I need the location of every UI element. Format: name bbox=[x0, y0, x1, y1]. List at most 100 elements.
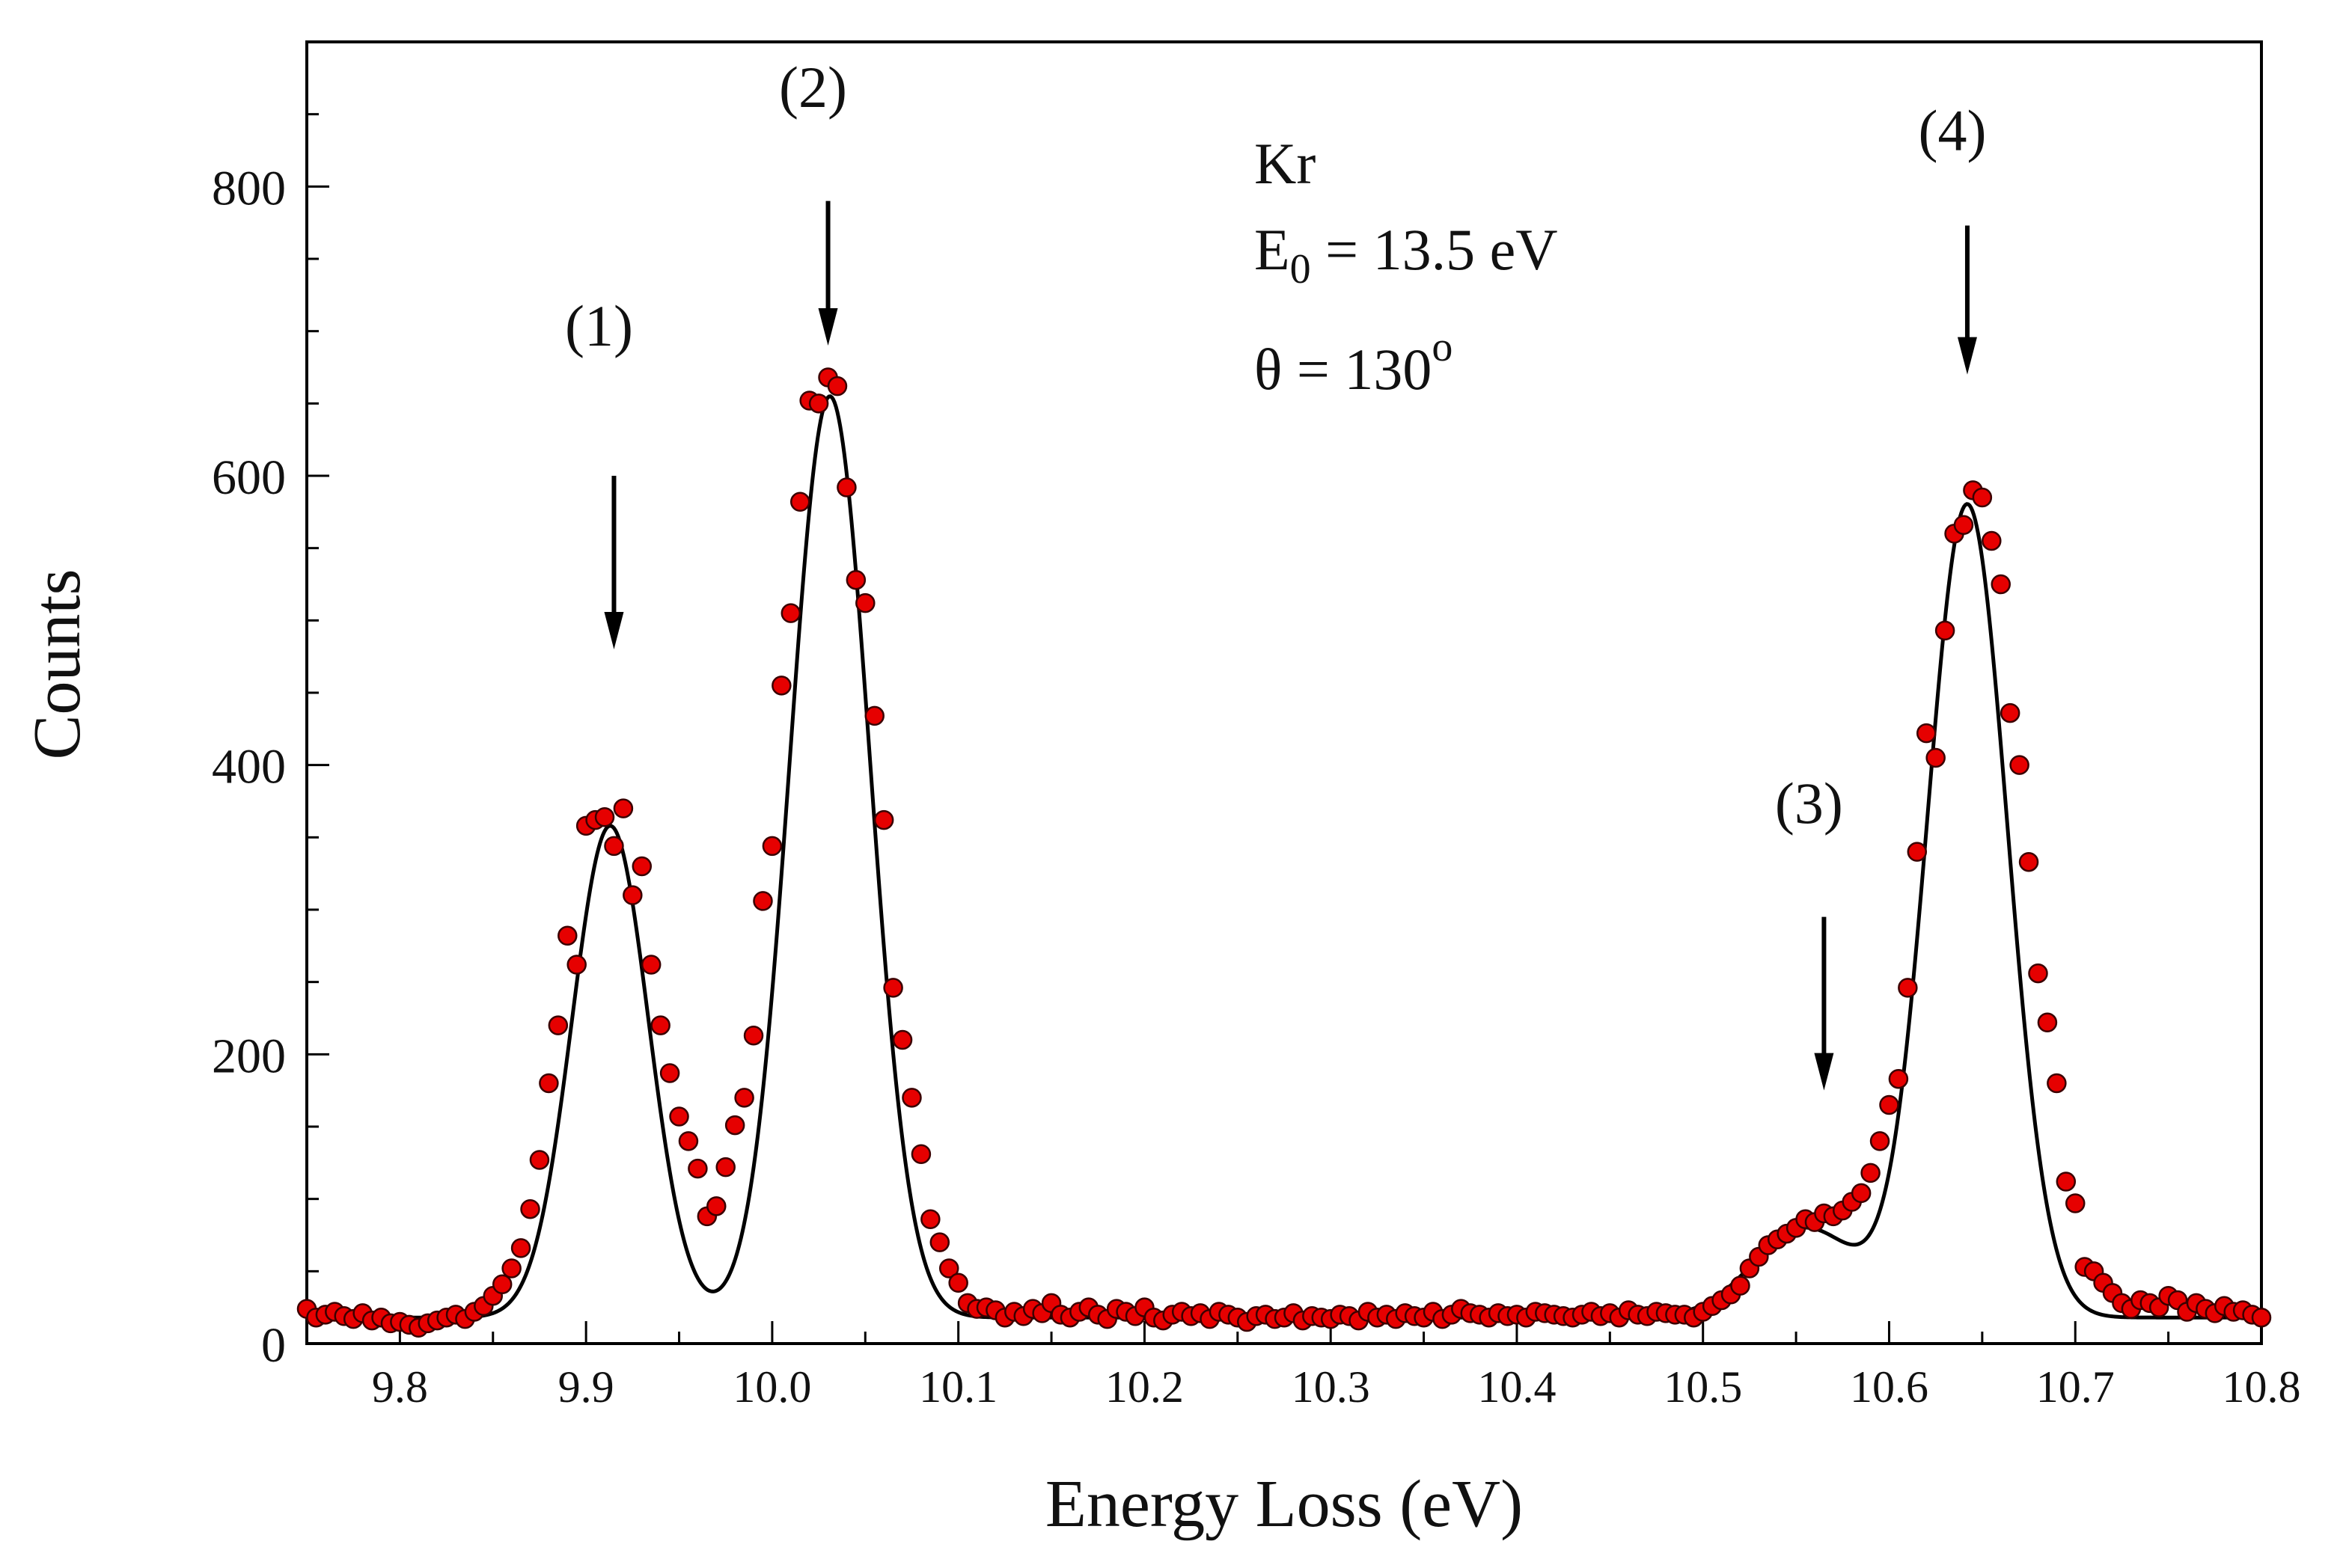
data-point bbox=[2028, 963, 2048, 984]
data-point bbox=[781, 603, 801, 623]
data-points-layer bbox=[296, 367, 2272, 1338]
x-tick-label: 9.9 bbox=[558, 1362, 614, 1412]
data-point bbox=[855, 592, 876, 613]
data-point bbox=[938, 1258, 959, 1278]
data-point bbox=[613, 798, 634, 818]
data-point bbox=[1972, 487, 1993, 508]
peak-arrow-head bbox=[604, 612, 624, 649]
x-axis-label: Energy Loss (eV) bbox=[1045, 1467, 1523, 1541]
data-point bbox=[1851, 1183, 1872, 1204]
peak-arrow-head bbox=[1814, 1053, 1834, 1091]
data-point bbox=[2065, 1193, 2086, 1213]
y-tick-label: 0 bbox=[261, 1318, 286, 1373]
data-point bbox=[623, 885, 643, 905]
peak-label: (2) bbox=[779, 55, 847, 120]
y-tick-label: 800 bbox=[212, 161, 286, 215]
x-tick-label: 10.5 bbox=[1664, 1362, 1742, 1412]
data-point bbox=[678, 1131, 699, 1151]
data-point bbox=[753, 891, 773, 911]
data-point bbox=[762, 836, 783, 857]
data-point bbox=[2000, 702, 2020, 723]
data-point bbox=[1982, 530, 2002, 551]
x-tick-label: 10.8 bbox=[2223, 1362, 2301, 1412]
x-axis-ticks: 9.8 9.9 10.0 10.1 10.2 10.3 10.4 10.5 10.6 10.7 10… bbox=[305, 1321, 2301, 1412]
data-point bbox=[1991, 574, 2011, 595]
energy-prefix: E bbox=[1254, 217, 1290, 282]
peak-label: (3) bbox=[1775, 771, 1843, 836]
peak-arrow-head bbox=[1957, 337, 1977, 375]
data-point bbox=[864, 705, 885, 726]
data-point bbox=[1907, 842, 1928, 862]
data-point bbox=[594, 807, 615, 827]
data-point bbox=[510, 1238, 531, 1258]
y-tick-label: 400 bbox=[212, 740, 286, 794]
angle-annotation: θ = 130o bbox=[1254, 324, 1452, 402]
data-point bbox=[1916, 723, 1937, 744]
y-tick-label: 600 bbox=[212, 450, 286, 505]
data-point bbox=[566, 955, 587, 975]
data-point bbox=[902, 1088, 922, 1108]
x-tick-label: 10.7 bbox=[2036, 1362, 2115, 1412]
data-point bbox=[1888, 1068, 1909, 1089]
energy-value: = 13.5 eV bbox=[1311, 217, 1558, 282]
x-tick-label: 10.4 bbox=[1477, 1362, 1556, 1412]
data-point bbox=[743, 1025, 764, 1046]
angle-text: θ = 130 bbox=[1254, 337, 1432, 402]
data-point bbox=[837, 477, 857, 497]
data-point bbox=[808, 393, 829, 414]
x-tick-label: 10.6 bbox=[1850, 1362, 1928, 1412]
data-point bbox=[883, 978, 903, 998]
data-point bbox=[772, 676, 792, 696]
data-point bbox=[892, 1029, 913, 1050]
data-point bbox=[1925, 747, 1946, 768]
data-point bbox=[501, 1258, 522, 1278]
data-point bbox=[929, 1232, 950, 1252]
data-point bbox=[827, 376, 848, 396]
x-tick-label: 10.2 bbox=[1105, 1362, 1184, 1412]
data-point bbox=[2009, 755, 2029, 775]
data-point bbox=[1953, 515, 1974, 535]
data-point bbox=[706, 1196, 727, 1216]
y-tick-label: 200 bbox=[212, 1029, 286, 1083]
data-point bbox=[1934, 620, 1955, 641]
y-axis-ticks: 0 200 400 600 800 bbox=[212, 40, 329, 1373]
data-point bbox=[2018, 851, 2039, 872]
peak-arrow-head bbox=[818, 308, 838, 346]
x-tick-label: 9.8 bbox=[372, 1362, 428, 1412]
data-point bbox=[724, 1115, 745, 1136]
data-point bbox=[846, 569, 867, 590]
data-point bbox=[1869, 1131, 1890, 1151]
peak-markers-layer: (1) (2) (3) (4) bbox=[565, 55, 1986, 1091]
data-point bbox=[2047, 1073, 2067, 1094]
y-axis-label: Counts bbox=[20, 569, 94, 759]
data-point bbox=[520, 1198, 540, 1219]
data-point bbox=[948, 1273, 968, 1293]
data-point bbox=[2251, 1307, 2272, 1328]
data-point bbox=[911, 1144, 932, 1164]
data-point bbox=[2056, 1172, 2077, 1192]
x-tick-label: 10.1 bbox=[919, 1362, 998, 1412]
data-point bbox=[715, 1157, 736, 1177]
data-point bbox=[1898, 978, 1918, 998]
energy-subscript: 0 bbox=[1290, 246, 1311, 293]
x-tick-label: 10.0 bbox=[733, 1362, 811, 1412]
angle-superscript: o bbox=[1432, 324, 1452, 370]
data-point bbox=[548, 1015, 569, 1035]
data-point bbox=[920, 1209, 941, 1229]
data-point bbox=[734, 1088, 754, 1108]
data-point bbox=[688, 1158, 708, 1179]
data-point bbox=[1879, 1094, 1899, 1115]
data-point bbox=[1730, 1275, 1750, 1296]
energy-annotation: E0 = 13.5 eV bbox=[1254, 217, 1558, 293]
data-point bbox=[529, 1150, 550, 1170]
data-point bbox=[650, 1015, 670, 1035]
peak-label: (4) bbox=[1918, 98, 1986, 163]
data-point bbox=[539, 1073, 559, 1094]
data-point bbox=[669, 1106, 689, 1127]
peak-label: (1) bbox=[565, 293, 633, 358]
data-point bbox=[558, 925, 578, 946]
data-point bbox=[632, 856, 653, 877]
data-point bbox=[492, 1274, 513, 1294]
